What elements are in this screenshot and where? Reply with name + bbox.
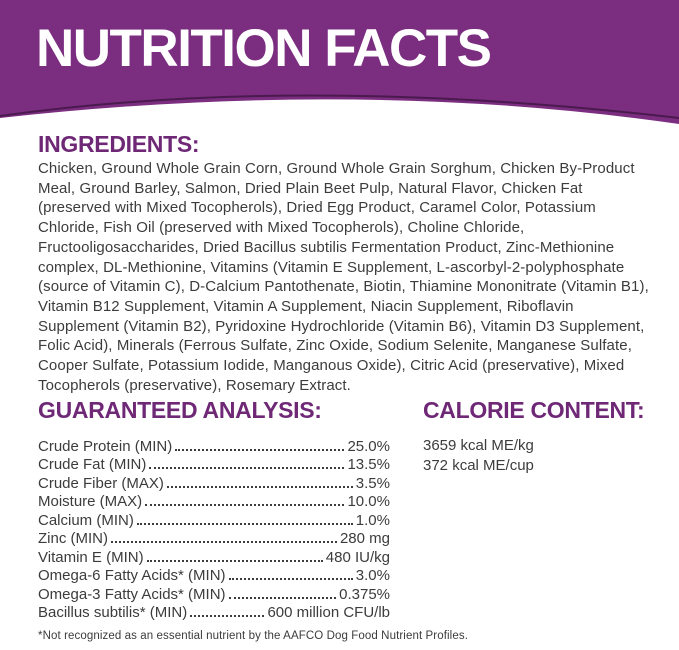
analysis-row: Crude Fat (MIN) 13.5% xyxy=(38,456,390,474)
header-banner: NUTRITION FACTS xyxy=(0,0,679,130)
analysis-label: Crude Fat (MIN) xyxy=(38,456,147,474)
analysis-label: Bacillus subtilis* (MIN) xyxy=(38,603,188,621)
aafco-footnote: *Not recognized as an essential nutrient… xyxy=(38,630,468,642)
analysis-value: 1.0% xyxy=(355,511,390,529)
analysis-label: Moisture (MAX) xyxy=(38,493,143,511)
calorie-content-values: 3659 kcal ME/kg 372 kcal ME/cup xyxy=(423,436,534,475)
analysis-row: Moisture (MAX) 10.0% xyxy=(38,493,390,511)
analysis-row: Bacillus subtilis* (MIN) 600 million CFU… xyxy=(38,604,390,622)
dot-leader xyxy=(111,541,337,544)
analysis-row: Crude Protein (MIN) 25.0% xyxy=(38,438,390,456)
analysis-label: Omega-3 Fatty Acids* (MIN) xyxy=(38,585,226,603)
dot-leader xyxy=(228,596,337,599)
analysis-label: Calcium (MIN) xyxy=(38,511,134,529)
analysis-label: Crude Protein (MIN) xyxy=(38,438,173,455)
analysis-row: Zinc (MIN) 280 mg xyxy=(38,530,390,548)
analysis-row: Calcium (MIN) 1.0% xyxy=(38,512,390,530)
analysis-label: Vitamin E (MIN) xyxy=(38,548,144,566)
analysis-row: Omega-6 Fatty Acids* (MIN) 3.0% xyxy=(38,567,390,585)
dot-leader xyxy=(175,449,345,451)
dot-leader xyxy=(228,578,353,581)
analysis-value: 10.0% xyxy=(347,493,390,511)
calorie-line-cup: 372 kcal ME/cup xyxy=(423,456,534,474)
guaranteed-analysis-heading: GUARANTEED ANALYSIS: xyxy=(38,397,322,423)
analysis-row: Crude Fiber (MAX) 3.5% xyxy=(38,475,390,493)
calorie-content-heading: CALORIE CONTENT: xyxy=(423,397,645,423)
header-curve xyxy=(0,0,679,124)
analysis-label: Crude Fiber (MAX) xyxy=(38,474,164,492)
dot-leader xyxy=(136,522,353,525)
analysis-value: 280 mg xyxy=(339,530,390,548)
ingredients-text: Chicken, Ground Whole Grain Corn, Ground… xyxy=(38,160,649,394)
analysis-row: Vitamin E (MIN) 480 IU/kg xyxy=(38,549,390,567)
analysis-value: 480 IU/kg xyxy=(325,548,390,566)
ingredients-heading: INGREDIENTS: xyxy=(38,131,200,157)
dot-leader xyxy=(146,559,323,562)
analysis-value: 0.375% xyxy=(339,585,390,603)
dot-leader xyxy=(145,504,345,507)
dot-leader xyxy=(149,467,345,470)
analysis-value: 13.5% xyxy=(347,456,390,474)
dot-leader xyxy=(166,485,353,488)
analysis-value: 3.5% xyxy=(355,474,390,492)
guaranteed-analysis-list: Crude Protein (MIN) 25.0% Crude Fat (MIN… xyxy=(38,438,390,622)
analysis-label: Zinc (MIN) xyxy=(38,530,108,548)
analysis-row: Omega-3 Fatty Acids* (MIN) 0.375% xyxy=(38,586,390,604)
calorie-line-kg: 3659 kcal ME/kg xyxy=(423,437,534,454)
analysis-value: 3.0% xyxy=(355,567,390,585)
analysis-label: Omega-6 Fatty Acids* (MIN) xyxy=(38,567,226,585)
analysis-value: 25.0% xyxy=(347,438,390,455)
dot-leader xyxy=(190,614,265,617)
analysis-value: 600 million CFU/lb xyxy=(267,603,390,621)
page-title: NUTRITION FACTS xyxy=(36,19,492,78)
